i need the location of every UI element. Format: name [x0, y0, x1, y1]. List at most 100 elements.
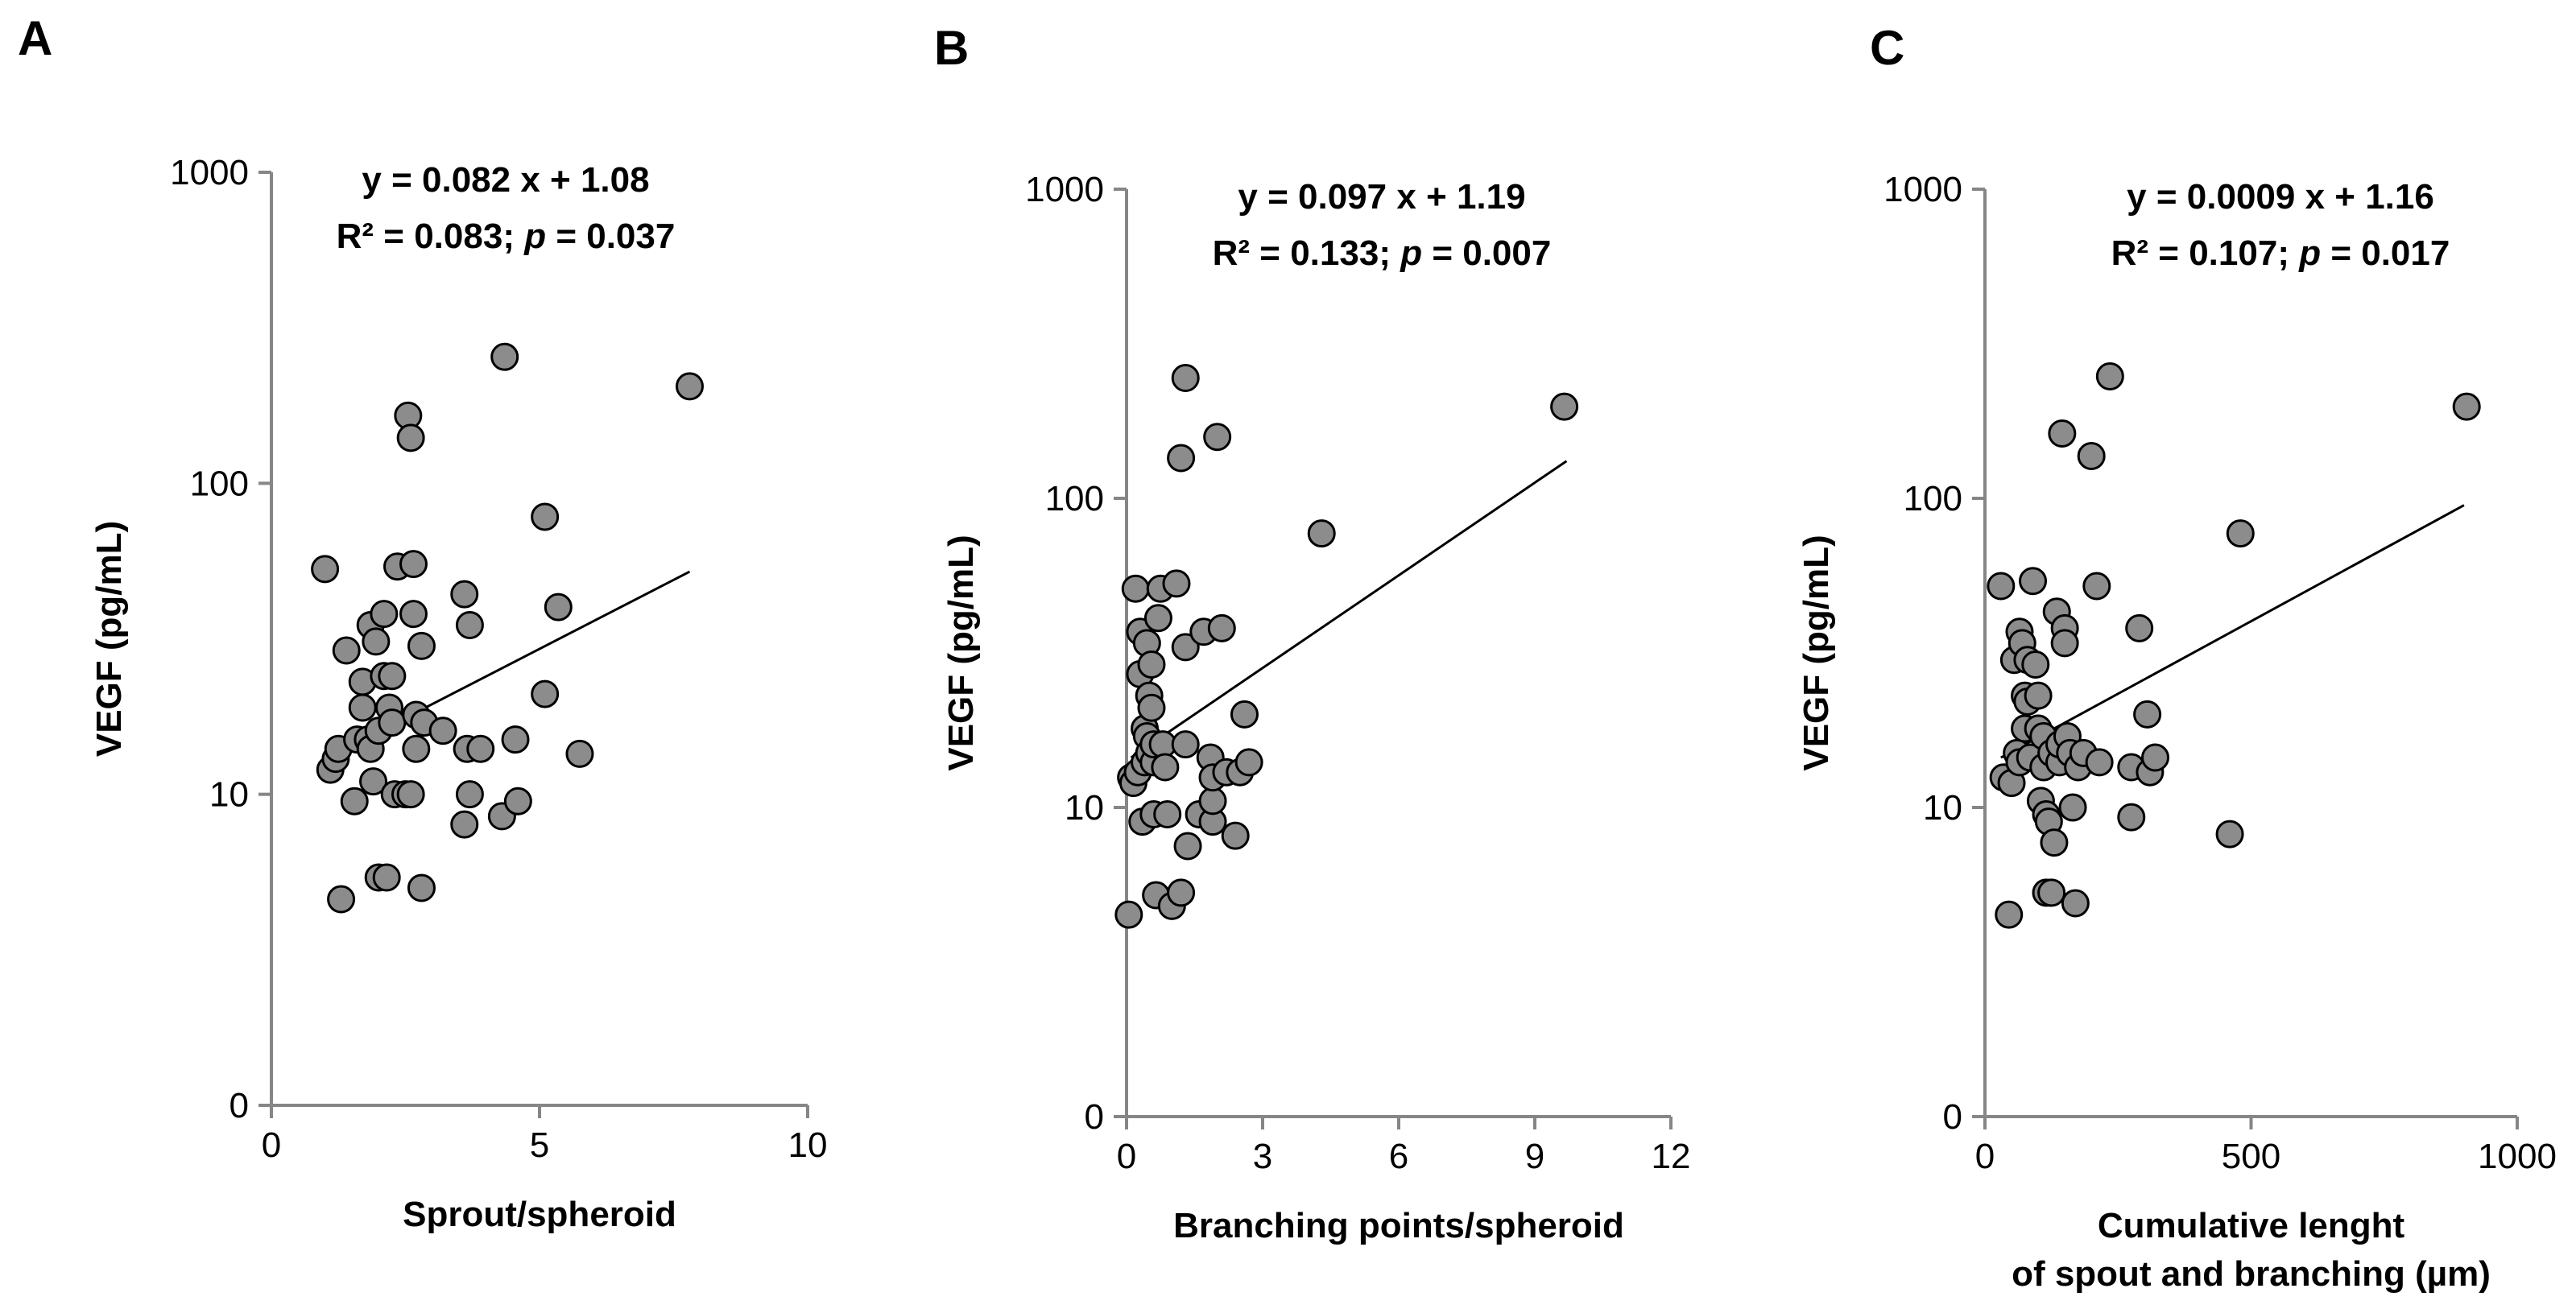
x-axis-label-line2: of spout and branching (µm) [2012, 1254, 2491, 1294]
data-point [2021, 650, 2050, 679]
regression-stats: R² = 0.133; p = 0.007 [1213, 233, 1552, 273]
data-point [1171, 633, 1200, 662]
data-point [407, 873, 436, 902]
data-point [531, 679, 560, 708]
data-point [490, 342, 519, 371]
x-tick-label: 0 [1117, 1137, 1136, 1176]
panel-c: C 0 10 100 1000 0 500 1000 Cumulative lenght of s… [1797, 21, 2557, 1294]
y-axis-label: VEGF (pg/mL) [89, 521, 129, 757]
data-point [2037, 878, 2066, 907]
data-point [348, 693, 377, 722]
data-point [399, 600, 428, 629]
x-tick-label: 0 [1975, 1137, 1995, 1176]
x-tick-label: 9 [1525, 1137, 1544, 1176]
data-point [1203, 423, 1232, 452]
data-point [466, 734, 495, 763]
data-point [1167, 444, 1196, 473]
data-point [450, 580, 479, 609]
data-point [1995, 900, 2024, 929]
x-tick-label: 0 [262, 1125, 281, 1165]
data-point [1550, 392, 1579, 421]
y-tick-label: 10 [1065, 788, 1104, 828]
data-point [2095, 362, 2124, 391]
data-point [332, 636, 361, 665]
data-point [2141, 743, 2170, 772]
x-tick-label: 1000 [2478, 1137, 2557, 1176]
data-point [1987, 572, 2016, 601]
data-point [1137, 693, 1166, 722]
data-point [370, 600, 399, 629]
data-point [2085, 748, 2114, 777]
data-point [1171, 730, 1200, 759]
regression-equation: y = 0.0009 x + 1.16 [2127, 177, 2434, 217]
data-point [455, 610, 484, 639]
y-tick-label: 10 [209, 775, 249, 815]
data-point [378, 708, 407, 737]
data-point [1207, 613, 1236, 642]
data-point [1307, 519, 1336, 548]
p-value-text: = 0.017 [2321, 233, 2450, 273]
r-squared-text: R² = 0.133; [1213, 233, 1401, 273]
data-point [2215, 820, 2244, 849]
y-tick-label: 0 [1943, 1097, 1962, 1137]
data-point [503, 787, 532, 816]
data-point [1198, 787, 1227, 816]
x-tick-label: 500 [2222, 1137, 2280, 1176]
data-point [531, 502, 560, 531]
x-tick-label: 3 [1253, 1137, 1272, 1176]
regression-stats: R² = 0.083; p = 0.037 [337, 217, 676, 256]
panel-a: A 0 10 100 1000 0 5 10 Sprout/spheroid VEGF (pg/m… [18, 11, 827, 1234]
y-tick-label: 10 [1923, 788, 1962, 828]
r-squared-text: R² = 0.107; [2111, 233, 2300, 273]
p-label: p [1400, 233, 1422, 273]
data-point [565, 739, 594, 768]
x-tick-label: 12 [1652, 1137, 1691, 1176]
x-tick-label: 10 [788, 1125, 828, 1165]
data-point [327, 885, 356, 914]
data-point [1137, 650, 1166, 679]
p-label: p [523, 217, 546, 256]
data-point [407, 631, 436, 660]
regression-equation: y = 0.097 x + 1.19 [1238, 177, 1525, 217]
panel-letter: B [934, 21, 969, 75]
x-tick-label: 6 [1389, 1137, 1408, 1176]
data-point [1153, 800, 1182, 829]
data-point [1234, 748, 1263, 777]
data-point [455, 780, 484, 809]
trend-line [1130, 460, 1568, 759]
x-axis-label: Sprout/spheroid [403, 1195, 676, 1234]
data-point [372, 863, 401, 892]
data-point [2050, 629, 2079, 658]
data-point [402, 734, 431, 763]
y-tick-label: 1000 [170, 153, 249, 192]
data-point [2077, 441, 2106, 470]
data-point [2048, 419, 2077, 448]
data-point [1121, 574, 1150, 603]
y-axis-label: VEGF (pg/mL) [1797, 535, 1836, 770]
data-point [2452, 392, 2481, 421]
data-point [675, 372, 704, 401]
data-point [501, 725, 530, 754]
data-point [1143, 604, 1172, 633]
p-value-text: = 0.037 [546, 217, 675, 256]
data-point [1167, 878, 1196, 907]
p-value-text: = 0.007 [1422, 233, 1551, 273]
data-point [399, 550, 428, 579]
data-point [2018, 567, 2047, 596]
data-point [1114, 900, 1143, 929]
x-axis-label: Cumulative lenght [2098, 1206, 2405, 1245]
data-point [2024, 681, 2053, 710]
data-point [428, 716, 457, 745]
data-point [544, 593, 573, 621]
data-point [396, 780, 425, 809]
data-point [1230, 700, 1259, 729]
data-point [450, 810, 479, 839]
x-tick-label: 5 [530, 1125, 549, 1165]
data-point [359, 767, 388, 796]
x-axis-label: Branching points/spheroid [1173, 1206, 1624, 1245]
data-point [1162, 569, 1191, 598]
data-point [1171, 364, 1200, 393]
panel-letter: C [1870, 21, 1904, 75]
data-point [2082, 572, 2111, 601]
